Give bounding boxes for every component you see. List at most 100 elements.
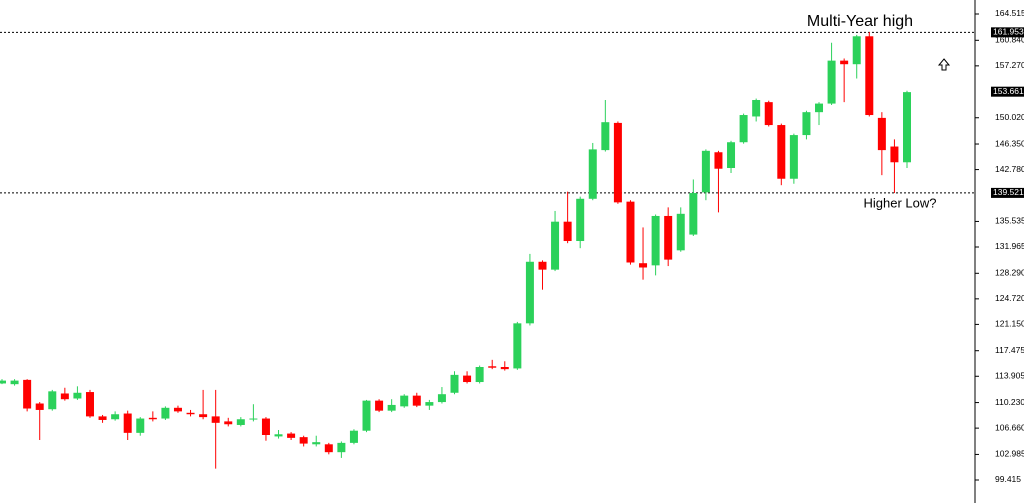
candle-body	[35, 403, 44, 410]
candle-body	[111, 414, 120, 420]
candle-body	[890, 146, 899, 163]
candle-body	[23, 379, 32, 409]
candle-body	[312, 442, 321, 445]
y-tick-label: 157.270	[995, 60, 1024, 70]
candle-body	[551, 221, 560, 270]
candle-body	[752, 99, 761, 117]
y-tick-label: 164.515	[995, 8, 1024, 18]
candle-body	[437, 394, 446, 403]
candle-body	[161, 407, 170, 419]
candle-body	[777, 125, 786, 179]
candle-body	[73, 392, 82, 399]
candle-body	[387, 404, 396, 411]
candle-body	[626, 201, 635, 263]
candle-body	[85, 392, 94, 417]
y-tick-label: 128.290	[995, 268, 1024, 278]
y-tick-label: 124.720	[995, 293, 1024, 303]
level-label-box	[991, 27, 1024, 38]
candle-body	[48, 391, 57, 410]
candle-body	[425, 402, 434, 406]
candle-body	[764, 102, 773, 126]
y-tick-label: 146.350	[995, 138, 1024, 148]
candle-body	[500, 366, 509, 370]
candle-body	[576, 198, 585, 242]
y-tick-label: 113.905	[995, 371, 1024, 381]
candle-body	[903, 92, 911, 163]
candle-body	[224, 421, 233, 425]
candle-body	[601, 122, 610, 151]
candle-body	[664, 215, 673, 260]
annotation: Higher Low?	[864, 195, 937, 210]
candle-body	[701, 150, 710, 193]
candle-body	[877, 117, 886, 151]
price-label-box	[991, 86, 1024, 97]
candle-body	[136, 418, 145, 433]
candle-body	[199, 414, 208, 418]
candle-body	[525, 261, 534, 324]
y-tick-label: 110.230	[995, 397, 1024, 407]
candle-body	[588, 149, 597, 199]
candle-body	[412, 395, 421, 406]
candle-body	[613, 122, 622, 203]
candle-body	[337, 442, 346, 453]
arrow-icon	[937, 58, 951, 71]
candle-body	[10, 380, 19, 385]
candle-body	[815, 103, 824, 113]
candle-body	[513, 323, 522, 369]
candle-body	[0, 380, 6, 384]
candle-body	[98, 416, 107, 420]
candle-body	[123, 413, 132, 433]
candle-body	[236, 419, 245, 425]
candle-body	[714, 152, 723, 169]
candle-body	[827, 60, 836, 104]
candle-body	[475, 366, 484, 383]
y-tick-label: 160.840	[995, 35, 1024, 45]
candle-body	[639, 263, 648, 268]
candle-body	[287, 433, 296, 438]
candle-body	[148, 417, 157, 420]
y-tick-label: 150.020	[995, 112, 1024, 122]
candle-body	[852, 36, 861, 65]
y-tick-label: 131.965	[995, 241, 1024, 251]
candle-body	[274, 434, 283, 437]
y-tick-label: 106.660	[995, 422, 1024, 432]
y-tick-label: 117.475	[995, 345, 1024, 355]
candle-body	[739, 115, 748, 143]
candle-body	[450, 374, 459, 393]
price-label: 153.661	[993, 86, 1024, 96]
candle-body	[60, 393, 69, 400]
candle-body	[173, 407, 182, 412]
y-tick-label: 102.985	[995, 449, 1024, 459]
candle-body	[727, 142, 736, 169]
level-label-box	[991, 187, 1024, 198]
level-label: 139.521	[993, 187, 1024, 197]
y-tick-label: 135.535	[995, 216, 1024, 226]
candle-body	[463, 375, 472, 383]
candle-body	[349, 430, 358, 443]
candle-body	[299, 437, 308, 444]
candle-body	[563, 221, 572, 242]
candle-body	[362, 400, 371, 431]
candle-body	[676, 213, 685, 251]
annotation: Multi-Year high	[807, 13, 913, 30]
y-tick-label: 121.150	[995, 319, 1024, 329]
candle-body	[651, 215, 660, 266]
candle-body	[538, 261, 547, 270]
candle-body	[249, 418, 258, 420]
candle-body	[689, 193, 698, 235]
candle-body	[375, 400, 384, 411]
candle-body	[324, 444, 333, 453]
candle-body	[261, 418, 270, 435]
candle-body	[865, 36, 874, 116]
y-tick-label: 99.415	[995, 474, 1021, 484]
level-label: 161.953	[993, 27, 1024, 37]
candle-body	[186, 412, 195, 415]
candle-body	[802, 112, 811, 136]
candle-body	[840, 60, 849, 65]
candle-body	[211, 416, 220, 423]
candle-body	[488, 366, 497, 368]
candle-body	[400, 395, 409, 407]
y-tick-label: 142.780	[995, 164, 1024, 174]
candle-body	[789, 135, 798, 179]
